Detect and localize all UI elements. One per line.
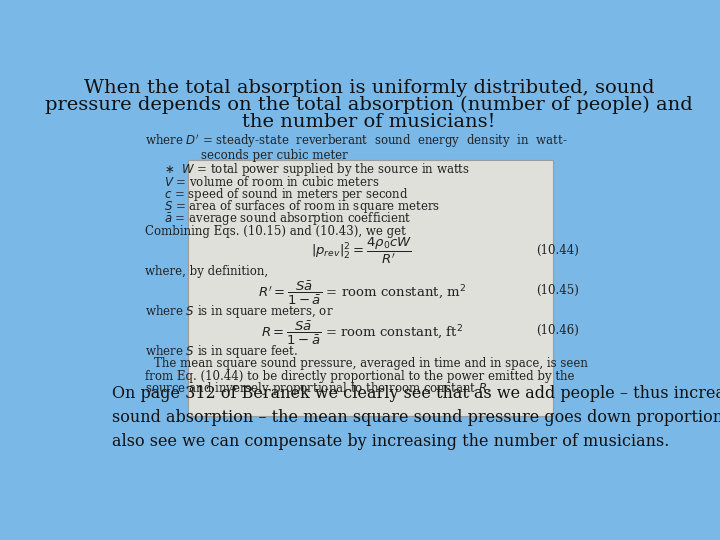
Text: where, by definition,: where, by definition, [145,266,268,279]
Text: $R' = \dfrac{S\bar{a}}{1-\bar{a}}$ = room constant, m$^2$: $R' = \dfrac{S\bar{a}}{1-\bar{a}}$ = roo… [258,280,466,307]
Text: $\ast$  $W$ = total power supplied by the source in watts: $\ast$ $W$ = total power supplied by the… [163,161,469,178]
Text: also see we can compensate by increasing the number of musicians.: also see we can compensate by increasing… [112,433,670,450]
Text: When the total absorption is uniformly distributed, sound: When the total absorption is uniformly d… [84,79,654,97]
Text: On page 312 of Beranek we clearly see that as we add people – thus increasing th: On page 312 of Beranek we clearly see th… [112,384,720,402]
Text: from Eq. (10.44) to be directly proportional to the power emitted by the: from Eq. (10.44) to be directly proporti… [145,370,575,383]
FancyBboxPatch shape [188,160,553,416]
Text: (10.45): (10.45) [536,284,579,297]
Text: (10.46): (10.46) [536,323,579,336]
Text: sound absorption – the mean square sound pressure goes down proportionally.  We: sound absorption – the mean square sound… [112,409,720,426]
Text: $c$ = speed of sound in meters per second: $c$ = speed of sound in meters per secon… [163,186,408,203]
Text: $S$ = area of surfaces of room in square meters: $S$ = area of surfaces of room in square… [163,198,440,215]
Text: pressure depends on the total absorption (number of people) and: pressure depends on the total absorption… [45,96,693,114]
Text: $R = \dfrac{S\bar{a}}{1-\bar{a}}$ = room constant, ft$^2$: $R = \dfrac{S\bar{a}}{1-\bar{a}}$ = room… [261,320,463,347]
Text: where $S$ is in square meters, or: where $S$ is in square meters, or [145,303,333,320]
Text: $\bar{a}$ = average sound absorption coefficient: $\bar{a}$ = average sound absorption coe… [163,211,411,227]
Text: where $D'$ = steady-state  reverberant  sound  energy  density  in  watt-: where $D'$ = steady-state reverberant so… [145,132,567,150]
Text: where $S$ is in square feet.: where $S$ is in square feet. [145,343,297,360]
Text: the number of musicians!: the number of musicians! [243,113,495,131]
Text: seconds per cubic meter: seconds per cubic meter [202,149,348,162]
Text: source and inversely proportional to the room constant $R$.: source and inversely proportional to the… [145,380,491,397]
Text: The mean square sound pressure, averaged in time and in space, is seen: The mean square sound pressure, averaged… [154,357,588,370]
Text: (10.44): (10.44) [536,244,579,257]
Text: $V$ = volume of room in cubic meters: $V$ = volume of room in cubic meters [163,175,379,189]
Text: Combining Eqs. (10.15) and (10.43), we get: Combining Eqs. (10.15) and (10.43), we g… [145,225,405,238]
Text: $|p_{rev}|^2_2 = \dfrac{4\rho_0 c W}{R'}$: $|p_{rev}|^2_2 = \dfrac{4\rho_0 c W}{R'}… [311,236,413,266]
